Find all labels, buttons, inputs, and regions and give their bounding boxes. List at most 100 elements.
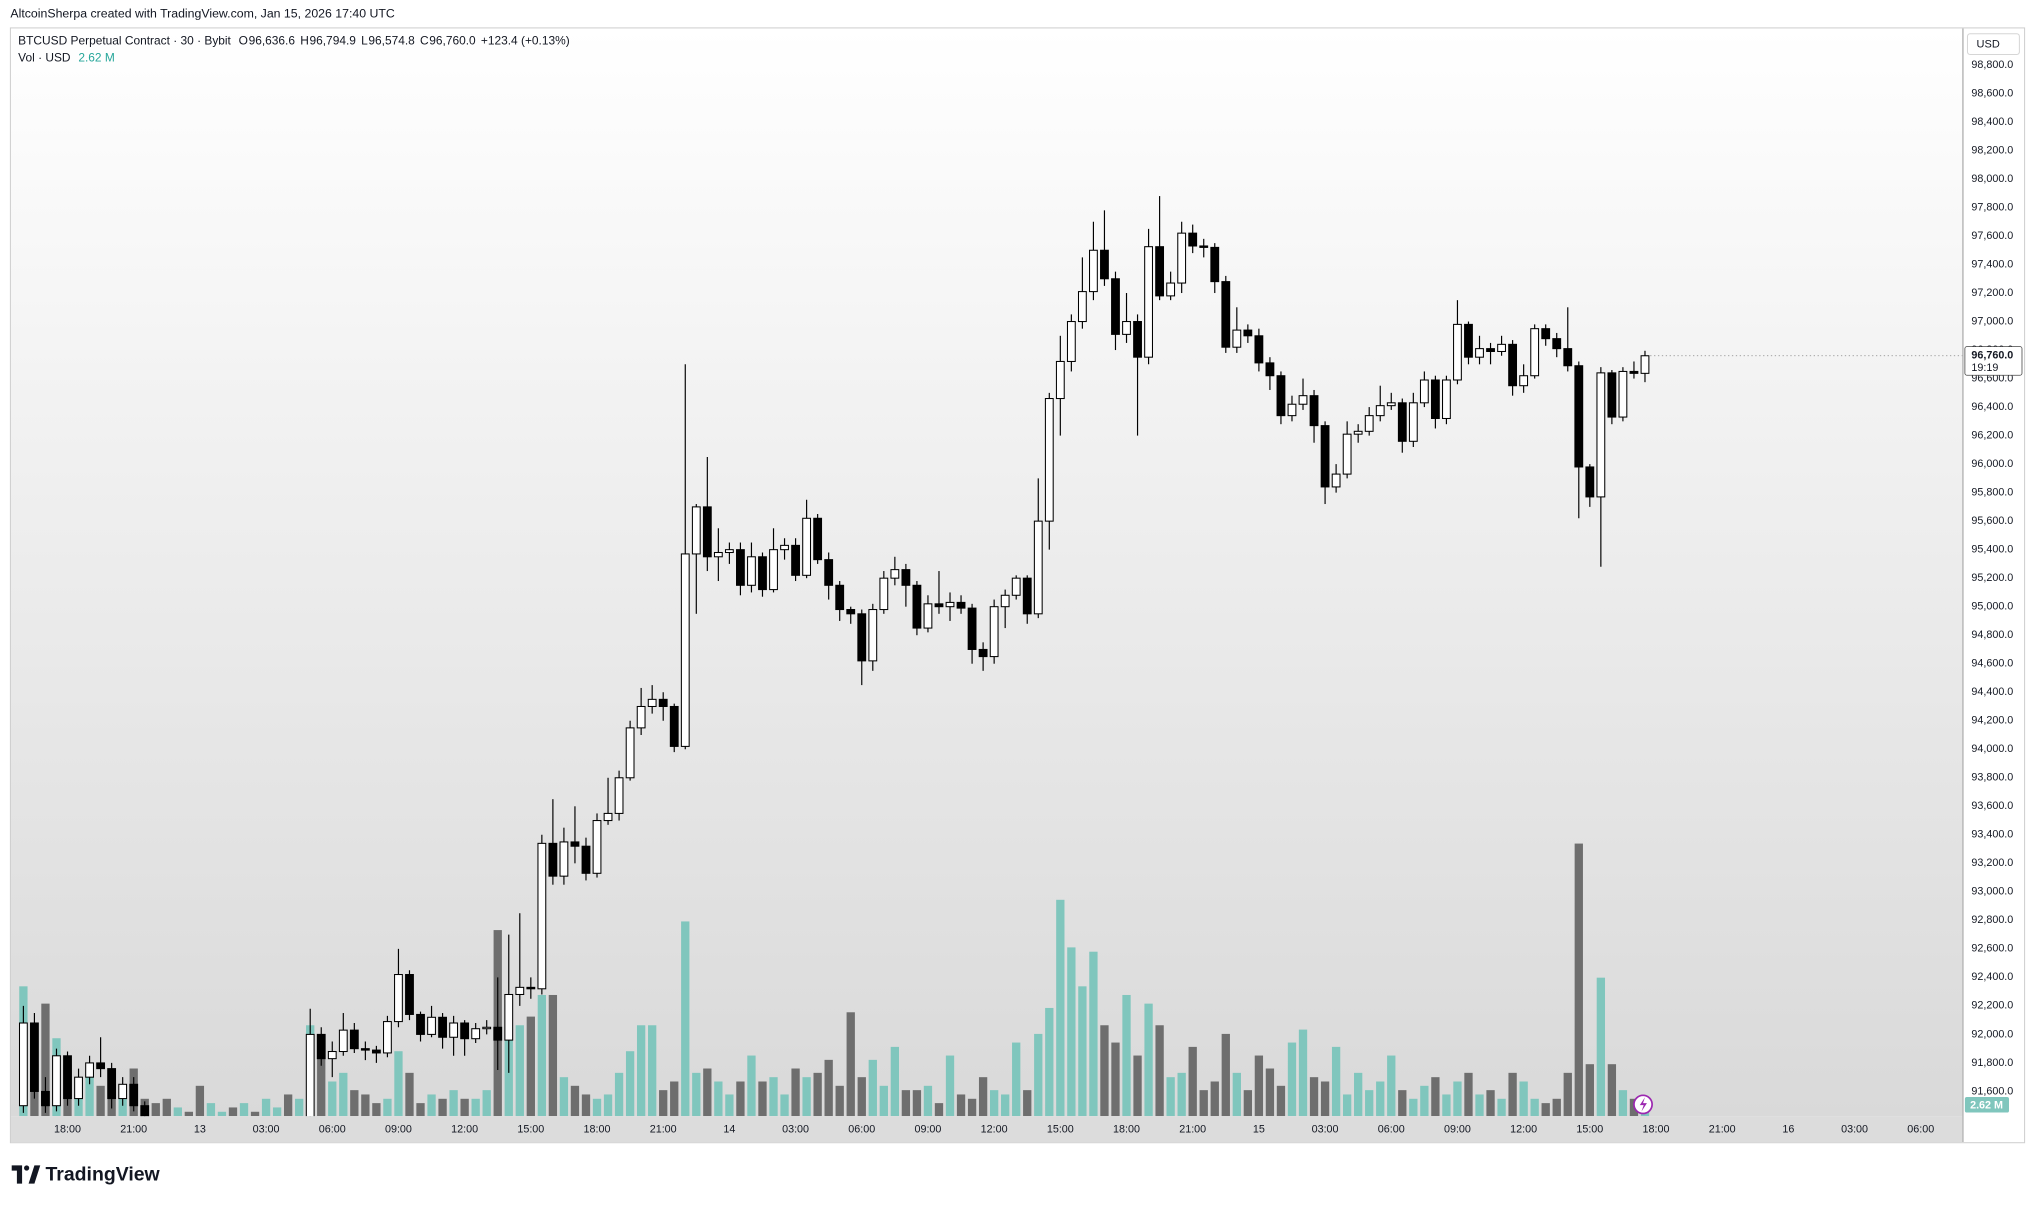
unit-box: [1966, 33, 2020, 56]
volume-bar: [416, 1103, 425, 1117]
y-tick-label: 96,000.0: [1971, 458, 2013, 470]
candle-body: [702, 506, 712, 558]
candle-body: [140, 1105, 150, 1117]
volume-bar: [250, 1111, 260, 1117]
volume-bar: [1354, 1072, 1363, 1117]
volume-bar: [438, 1098, 447, 1117]
ohlc-key: O: [239, 34, 248, 48]
candle-body: [1464, 323, 1473, 358]
candle-body: [1629, 370, 1639, 374]
candle-body: [791, 544, 800, 576]
candle-body: [879, 577, 889, 611]
volume-bar: [1398, 1090, 1407, 1117]
volume-bar: [670, 1081, 679, 1117]
candle-body: [548, 842, 558, 877]
x-tick-label: 09:00: [1444, 1124, 1471, 1136]
volume-bar: [956, 1094, 966, 1117]
candle-body: [680, 553, 690, 747]
candle-body: [1287, 403, 1297, 417]
y-tick-label: 94,000.0: [1971, 743, 2013, 755]
candle-body: [934, 603, 944, 608]
candle-body: [835, 584, 845, 611]
candle-body: [471, 1028, 481, 1040]
candle-body: [107, 1068, 117, 1100]
volume-bar: [449, 1090, 458, 1117]
candle-body: [1265, 362, 1275, 377]
y-tick-label: 95,000.0: [1971, 601, 2013, 613]
x-tick-label: 21:00: [1709, 1124, 1736, 1136]
price-change: +123.4 (+0.13%): [481, 34, 570, 48]
ohlc-key: H: [300, 34, 309, 48]
countdown-label: 19:19: [1971, 362, 1998, 374]
candle-body: [1077, 291, 1087, 323]
volume-bar: [1111, 1042, 1120, 1117]
candle-body: [1166, 282, 1176, 297]
volume-bar: [1188, 1046, 1197, 1117]
y-tick-label: 95,400.0: [1971, 544, 2013, 556]
x-tick-label: 12:00: [981, 1124, 1008, 1136]
x-tick-label: 12:00: [451, 1124, 478, 1136]
volume-bar: [548, 994, 558, 1117]
y-tick-label: 98,200.0: [1971, 144, 2013, 156]
volume-bar: [625, 1051, 635, 1117]
volume-name: Vol · USD: [18, 51, 71, 65]
volume-bar: [570, 1085, 580, 1117]
volume-bar: [1376, 1081, 1385, 1117]
y-tick-label: 94,400.0: [1971, 686, 2013, 698]
y-tick-label: 95,200.0: [1971, 572, 2013, 584]
volume-bar: [1541, 1103, 1550, 1117]
candle-body: [1188, 232, 1198, 247]
candle-body: [1243, 329, 1253, 337]
volume-bar: [206, 1103, 216, 1117]
candle-body: [724, 549, 734, 554]
x-tick-label: 14: [723, 1124, 735, 1136]
candle-body: [449, 1022, 459, 1038]
x-tick-label: 12:00: [1510, 1124, 1537, 1136]
candle-body: [52, 1055, 61, 1107]
ohlc-value: 96,794.9: [309, 34, 356, 48]
candle-body: [41, 1090, 50, 1107]
chart-frame: [9, 27, 2026, 1144]
y-tick-label: 93,800.0: [1971, 772, 2013, 784]
candle-layer: [18, 196, 1650, 1117]
y-tick-label: 93,600.0: [1971, 800, 2013, 812]
candle-body: [1011, 577, 1021, 596]
candle-body: [1210, 246, 1220, 283]
brand-name: TradingView: [45, 1163, 160, 1185]
candle-body: [967, 607, 977, 650]
volume-bar: [328, 1081, 337, 1117]
volume-bar: [868, 1059, 877, 1117]
candle-body: [1033, 520, 1043, 615]
candle-body: [559, 841, 569, 877]
credit: AltcoinSherpa created with TradingView.c…: [10, 7, 395, 21]
volume-bar: [1001, 1094, 1010, 1117]
x-tick-label: 18:00: [1113, 1124, 1140, 1136]
y-tick-label: 92,800.0: [1971, 914, 2013, 926]
candle-body: [813, 517, 823, 561]
y-tick-label: 94,200.0: [1971, 715, 2013, 727]
volume-bar: [405, 1072, 414, 1117]
candle-body: [901, 569, 911, 586]
y-tick-label: 91,800.0: [1971, 1057, 2013, 1069]
plot-background: [10, 28, 1963, 1117]
volume-bar: [1331, 1046, 1341, 1117]
volume-bar: [703, 1068, 712, 1117]
volume-bar: [1497, 1098, 1506, 1117]
candle-body: [658, 698, 668, 708]
x-tick-label: 15:00: [1047, 1124, 1074, 1136]
y-tick-label: 97,800.0: [1971, 201, 2013, 213]
volume-bar: [1607, 1064, 1617, 1117]
x-tick-label: 15:00: [1576, 1124, 1603, 1136]
volume-bar: [1177, 1072, 1186, 1117]
volume-bar: [272, 1107, 282, 1117]
volume-bar: [1420, 1085, 1429, 1117]
candle-body: [1298, 395, 1308, 405]
candle-body: [592, 820, 602, 874]
volume-bar: [636, 1025, 646, 1117]
volume-bar: [1618, 1090, 1628, 1117]
volume-bar: [791, 1068, 800, 1117]
x-tick-label: 06:00: [848, 1124, 875, 1136]
volume-bar: [1552, 1098, 1561, 1117]
volume-bar: [283, 1094, 293, 1117]
